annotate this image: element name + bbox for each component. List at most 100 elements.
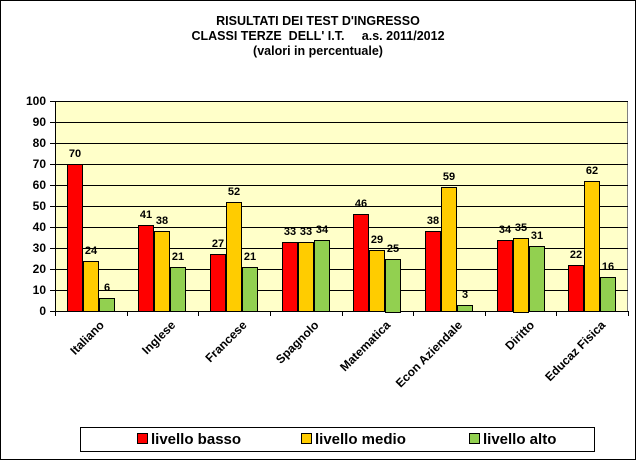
- bar: [210, 254, 226, 312]
- value-label: 16: [601, 261, 615, 273]
- bar: [353, 214, 369, 312]
- value-label: 22: [569, 249, 583, 261]
- bar: [584, 181, 600, 312]
- y-tick: [50, 290, 55, 291]
- bar: [457, 305, 473, 312]
- legend-swatch-green: [469, 433, 480, 444]
- y-tick: [50, 269, 55, 270]
- y-tick: [50, 143, 55, 144]
- value-label: 3: [461, 289, 469, 301]
- bar: [369, 250, 385, 312]
- value-label: 38: [155, 215, 169, 227]
- legend-label: livello alto: [483, 431, 557, 448]
- legend-item-alto: livello alto: [469, 431, 556, 448]
- gridline: [55, 206, 628, 207]
- value-label: 41: [139, 209, 153, 221]
- bar: [226, 202, 242, 312]
- value-label: 34: [315, 224, 329, 236]
- chart-title: RISULTATI DEI TEST D'INGRESSO CLASSI TER…: [0, 14, 636, 59]
- value-label: 34: [498, 224, 512, 236]
- y-tick: [50, 206, 55, 207]
- gridline: [55, 227, 628, 228]
- y-tick-label: 90: [32, 115, 46, 129]
- value-label: 31: [530, 230, 544, 242]
- bar: [67, 164, 83, 312]
- value-label: 29: [370, 234, 384, 246]
- bar: [170, 267, 186, 312]
- y-tick-label: 40: [32, 220, 46, 234]
- bar: [441, 187, 457, 312]
- x-tick: [628, 311, 629, 316]
- x-tick: [127, 311, 128, 316]
- title-line-2: CLASSI TERZE DELL' I.T. a.s. 2011/2012: [191, 29, 445, 43]
- value-label: 33: [299, 226, 313, 238]
- x-tick: [198, 311, 199, 316]
- title-line-3: (valori in percentuale): [253, 44, 383, 58]
- y-tick-label: 70: [32, 157, 46, 171]
- x-tick: [485, 311, 486, 316]
- value-label: 38: [426, 215, 440, 227]
- bar: [529, 246, 545, 312]
- bar: [497, 240, 513, 312]
- value-label: 24: [84, 245, 98, 257]
- title-line-1: RISULTATI DEI TEST D'INGRESSO: [216, 14, 420, 28]
- value-label: 21: [171, 251, 185, 263]
- value-label: 21: [243, 251, 257, 263]
- bar: [138, 225, 154, 312]
- bar: [425, 231, 441, 312]
- y-tick-label: 0: [39, 304, 46, 318]
- value-label: 6: [103, 282, 111, 294]
- y-tick: [50, 164, 55, 165]
- gridline: [55, 290, 628, 291]
- legend: livello basso livello medio livello alto: [80, 427, 595, 452]
- y-tick-label: 10: [32, 283, 46, 297]
- value-label: 52: [227, 186, 241, 198]
- bar: [99, 298, 115, 312]
- y-tick-label: 50: [32, 199, 46, 213]
- x-tick: [270, 311, 271, 316]
- gridline: [55, 185, 628, 186]
- bar: [282, 242, 298, 312]
- bar: [83, 261, 99, 312]
- x-tick: [342, 311, 343, 316]
- gridline: [55, 143, 628, 144]
- gridline: [55, 164, 628, 165]
- y-tick-label: 20: [32, 262, 46, 276]
- legend-item-basso: livello basso: [137, 431, 241, 448]
- y-tick: [50, 122, 55, 123]
- legend-label: livello medio: [315, 431, 406, 448]
- value-label: 27: [211, 238, 225, 250]
- y-axis: [55, 101, 56, 312]
- bar: [513, 238, 529, 313]
- x-tick: [556, 311, 557, 316]
- gridline: [55, 101, 628, 102]
- value-label: 33: [283, 226, 297, 238]
- value-label: 62: [585, 165, 599, 177]
- gridline: [55, 269, 628, 270]
- value-label: 70: [68, 148, 82, 160]
- gridline: [55, 248, 628, 249]
- y-tick-label: 80: [32, 136, 46, 150]
- y-tick: [50, 101, 55, 102]
- y-tick: [50, 227, 55, 228]
- x-tick: [55, 311, 56, 316]
- y-tick-label: 30: [32, 241, 46, 255]
- y-tick-label: 60: [32, 178, 46, 192]
- legend-swatch-red: [137, 433, 148, 444]
- bar: [154, 231, 170, 312]
- legend-label: livello basso: [151, 431, 242, 448]
- x-axis: [50, 311, 628, 312]
- bar: [600, 277, 616, 312]
- legend-swatch-yellow: [301, 433, 312, 444]
- value-label: 35: [514, 222, 528, 234]
- bar: [298, 242, 314, 312]
- y-tick: [50, 248, 55, 249]
- legend-item-medio: livello medio: [301, 431, 406, 448]
- value-label: 59: [442, 171, 456, 183]
- bar: [314, 240, 330, 312]
- bar: [385, 259, 401, 313]
- value-label: 25: [386, 243, 400, 255]
- y-tick-label: 100: [25, 94, 46, 108]
- bar: [242, 267, 258, 312]
- bar: [568, 265, 584, 312]
